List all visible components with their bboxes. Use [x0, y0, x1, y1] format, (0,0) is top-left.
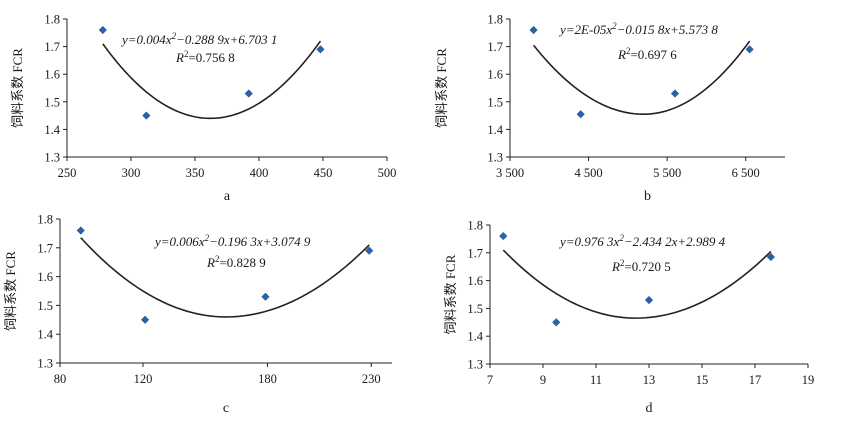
y-axis-label: 饲料系数 FCR — [434, 48, 449, 128]
trend-curve — [80, 237, 370, 318]
data-point — [98, 25, 107, 35]
y-tick-label: 1.8 — [37, 213, 53, 227]
y-tick-label: 1.5 — [467, 302, 483, 316]
panel-label: c — [223, 401, 229, 416]
data-point — [244, 89, 253, 98]
y-tick-label: 1.4 — [44, 123, 60, 137]
x-tick-label: 6 500 — [732, 166, 760, 180]
trend-curve — [102, 40, 322, 120]
r-squared-label: R2=0.828 9 — [206, 254, 266, 270]
data-point — [76, 226, 85, 235]
y-tick-label: 1.5 — [37, 299, 53, 313]
x-tick-label: 3 500 — [496, 166, 524, 180]
r-squared-label: R2=0.697 6 — [617, 46, 677, 62]
x-tick-label: 7 — [487, 373, 493, 387]
y-tick-label: 1.3 — [44, 151, 60, 165]
x-tick-label: 500 — [378, 166, 397, 180]
x-tick-label: 120 — [134, 372, 153, 386]
x-tick-label: 300 — [122, 166, 141, 180]
x-tick-label: 11 — [590, 373, 602, 387]
trend-curve — [502, 249, 772, 319]
r-squared-label: R2=0.720 5 — [611, 258, 671, 274]
data-point — [365, 246, 374, 255]
data-point — [316, 45, 325, 54]
data-point — [142, 111, 151, 120]
y-tick-label: 1.6 — [37, 270, 53, 284]
data-point — [529, 25, 538, 35]
y-tick-label: 1.6 — [467, 274, 483, 288]
y-tick-label: 1.7 — [487, 40, 503, 54]
x-tick-label: 19 — [802, 373, 815, 387]
y-tick-label: 1.5 — [487, 95, 503, 109]
regression-equation: y=2E-05x2−0.015 8x+5.573 8 — [558, 21, 718, 37]
x-tick-label: 4 500 — [575, 166, 603, 180]
y-tick-label: 1.8 — [44, 13, 60, 27]
y-tick-label: 1.7 — [44, 40, 60, 54]
trend-curve — [532, 40, 751, 115]
data-point — [261, 292, 270, 301]
x-tick-label: 80 — [54, 372, 67, 386]
y-tick-label: 1.7 — [467, 246, 483, 260]
y-tick-label: 1.4 — [487, 123, 503, 137]
data-point — [552, 318, 561, 327]
y-tick-label: 1.7 — [37, 241, 53, 255]
y-tick-label: 1.5 — [44, 95, 60, 109]
data-point — [644, 295, 654, 305]
x-tick-label: 5 500 — [653, 166, 681, 180]
x-tick-label: 450 — [314, 166, 333, 180]
panel-label: d — [646, 401, 653, 416]
y-axis-label: 饲料系数 FCR — [10, 48, 25, 128]
y-tick-label: 1.3 — [467, 358, 483, 372]
x-tick-label: 13 — [643, 373, 656, 387]
x-tick-label: 9 — [540, 373, 546, 387]
r-squared-label: R2=0.756 8 — [175, 49, 235, 65]
x-tick-label: 400 — [250, 166, 269, 180]
x-tick-label: 250 — [58, 166, 77, 180]
data-point — [576, 110, 585, 119]
y-tick-label: 1.4 — [37, 328, 53, 342]
x-tick-label: 180 — [258, 372, 277, 386]
y-tick-label: 1.3 — [37, 357, 53, 371]
x-tick-label: 230 — [362, 372, 381, 386]
y-tick-label: 1.8 — [467, 219, 483, 233]
regression-equation: y=0.004x2−0.288 9x+6.703 1 — [120, 31, 277, 47]
y-axis-label: 饲料系数 FCR — [3, 251, 18, 331]
data-point — [745, 45, 754, 54]
panel-label: a — [224, 189, 231, 204]
data-point — [670, 89, 680, 98]
y-tick-label: 1.6 — [487, 68, 503, 82]
x-tick-label: 350 — [186, 166, 205, 180]
regression-equation: y=0.976 3x2−2.434 2x+2.989 4 — [558, 233, 726, 249]
panel-label: b — [644, 189, 651, 204]
x-tick-label: 15 — [696, 373, 709, 387]
y-tick-label: 1.4 — [467, 330, 483, 344]
y-tick-label: 1.6 — [44, 68, 60, 82]
data-point — [766, 252, 776, 262]
y-tick-label: 1.3 — [487, 151, 503, 165]
y-axis-label: 饲料系数 FCR — [443, 254, 458, 334]
x-tick-label: 17 — [749, 373, 762, 387]
y-tick-label: 1.8 — [487, 13, 503, 27]
data-point — [140, 315, 150, 324]
data-point — [499, 231, 508, 241]
regression-equation: y=0.006x2−0.196 3x+3.074 9 — [153, 233, 311, 249]
